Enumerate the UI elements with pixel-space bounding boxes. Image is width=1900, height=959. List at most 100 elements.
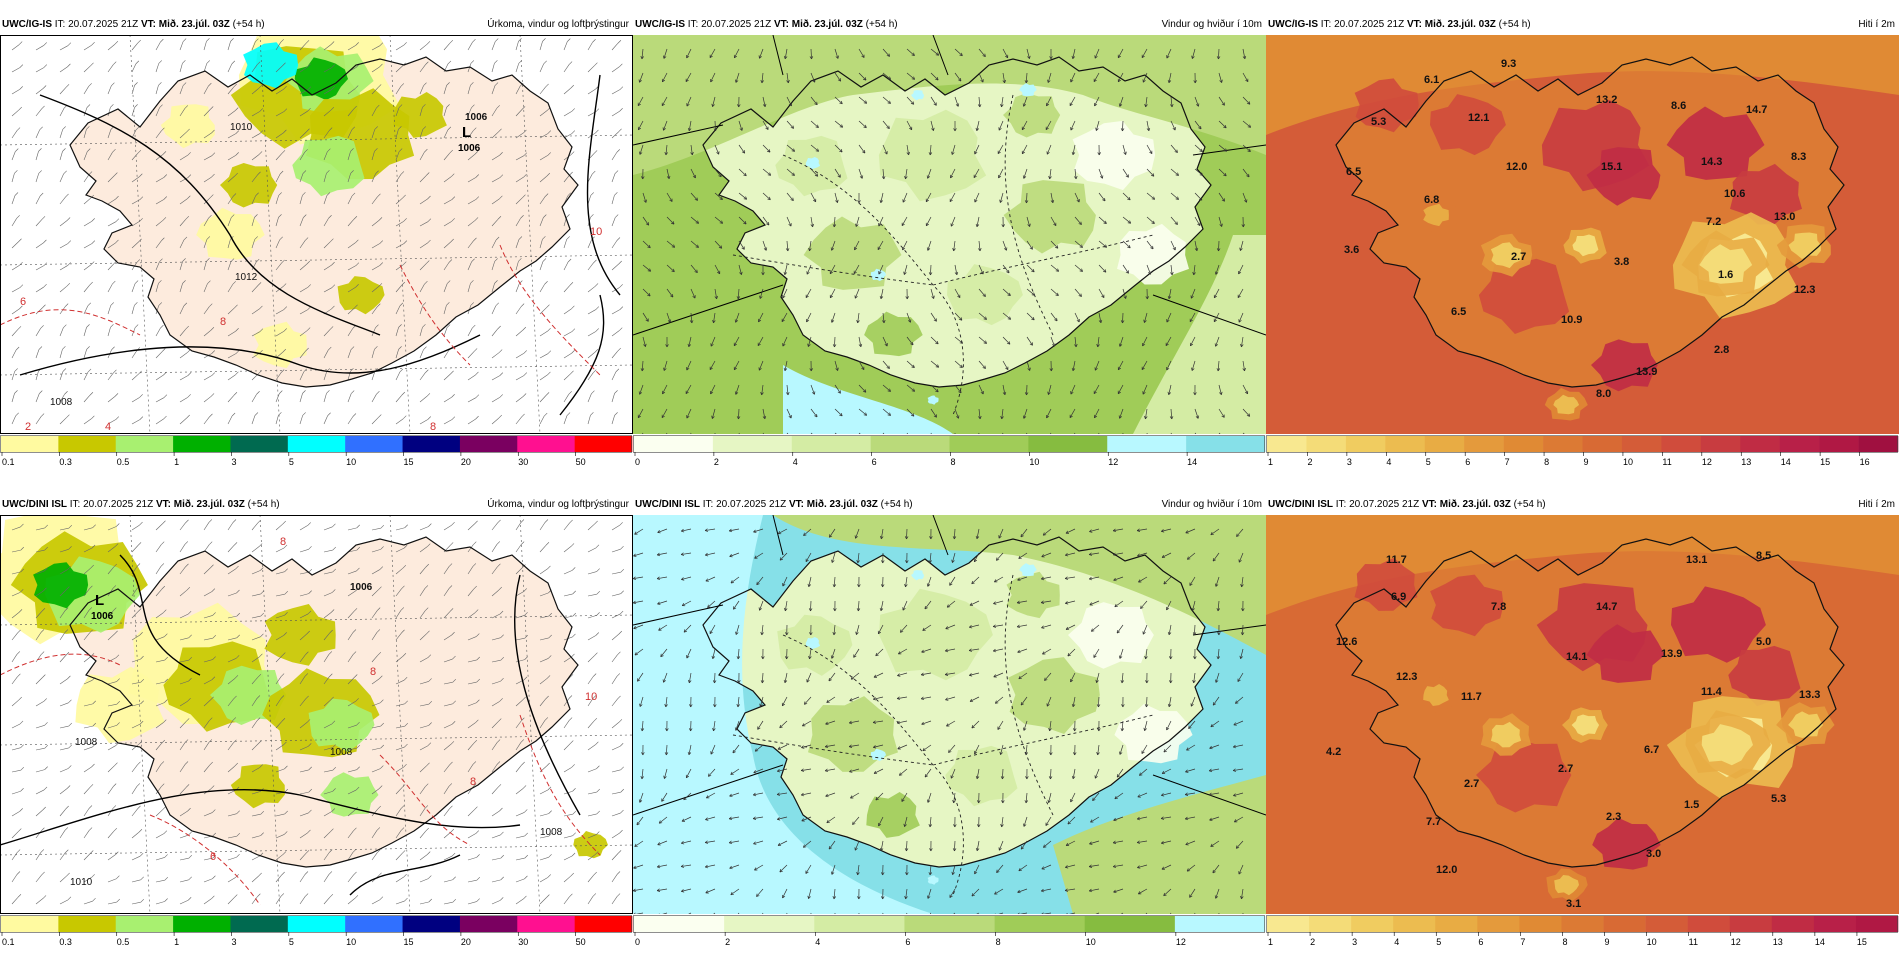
temperature-value: 14.7 — [1596, 601, 1617, 613]
temperature-value: 13.3 — [1799, 689, 1820, 701]
colorbar-swatch — [517, 436, 575, 452]
colorbar-tick-label: 20 — [461, 457, 471, 467]
temperature-value: 7.2 — [1706, 216, 1721, 228]
colorbar-tick-label: 6 — [1465, 457, 1470, 467]
temperature-value: 2.7 — [1558, 763, 1573, 775]
colorbar-tick-label: 50 — [576, 937, 586, 947]
lead-time: (+54 h) — [1499, 19, 1531, 30]
isotherm-label: 8 — [220, 316, 226, 328]
temperature-value: 12.0 — [1436, 864, 1457, 876]
colorbar-swatch — [1688, 916, 1730, 932]
colorbar-tick-label: 15 — [404, 457, 414, 467]
temperature-value: 5.0 — [1756, 636, 1771, 648]
init-time: IT: 20.07.2025 21Z — [55, 19, 138, 30]
colorbar-tick-label: 6 — [872, 457, 877, 467]
valid-time: VT: Mið. 23.júl. 03Z — [141, 19, 230, 30]
model-name: UWC/IG-IS — [635, 19, 685, 30]
colorbar-tick-label: 50 — [576, 457, 586, 467]
isobar-label: 1006 — [465, 112, 488, 123]
colorbar-swatch — [58, 436, 116, 452]
valid-time: VT: Mið. 23.júl. 03Z — [1422, 499, 1511, 510]
isotherm-label: 6 — [210, 851, 216, 863]
temperature-value: 8.0 — [1596, 388, 1611, 400]
colorbar-tick-label: 2 — [1310, 937, 1315, 947]
colorbar-swatch — [1393, 916, 1435, 932]
colorbar-tick-label: 13 — [1741, 457, 1751, 467]
colorbar-swatch — [345, 436, 403, 452]
colorbar-tick-label: 12 — [1176, 937, 1186, 947]
isotherm-label: 4 — [105, 421, 111, 433]
isotherm-label: 8 — [370, 666, 376, 678]
colorbar-tick-label: 0 — [635, 937, 640, 947]
colorbar-swatch — [871, 436, 950, 452]
low-pressure-letter: L — [95, 592, 104, 609]
isobar-label: 1008 — [330, 747, 353, 758]
colorbar-swatch — [230, 916, 288, 932]
temperature-value: 14.7 — [1746, 104, 1767, 116]
colorbar-tick-label: 3 — [231, 457, 236, 467]
colorbar-tick-label: 15 — [1857, 937, 1867, 947]
colorbar-swatch — [1385, 436, 1425, 452]
temperature-value: 3.0 — [1646, 848, 1661, 860]
colorbar-swatch — [1661, 436, 1701, 452]
colorbar-tick-label: 2 — [714, 457, 719, 467]
colorbar-tick-label: 5 — [289, 457, 294, 467]
colorbar-swatch — [288, 916, 346, 932]
panel-header: UWC/DINI ISL IT: 20.07.2025 21Z VT: Mið.… — [1266, 495, 1899, 515]
valid-time: VT: Mið. 23.júl. 03Z — [156, 499, 245, 510]
valid-time: VT: Mið. 23.júl. 03Z — [789, 499, 878, 510]
colorbar-swatch — [116, 436, 174, 452]
colorbar-tick-label: 0.3 — [59, 937, 72, 947]
colorbar-tick-label: 3 — [231, 937, 236, 947]
temperature-value: 8.3 — [1791, 151, 1806, 163]
colorbar-swatch — [1309, 916, 1351, 932]
colorbar-swatch — [403, 436, 461, 452]
model-name: UWC/IG-IS — [1268, 19, 1318, 30]
colorbar-tick-label: 0.3 — [59, 457, 72, 467]
colorbar-tick-label: 10 — [1623, 457, 1633, 467]
panel-title: Vindur og hviður í 10m — [1162, 495, 1262, 515]
isobar-label: 1006 — [350, 582, 373, 593]
panel-header: UWC/IG-IS IT: 20.07.2025 21Z VT: Mið. 23… — [633, 15, 1266, 35]
colorbar-tick-label: 10 — [1029, 457, 1039, 467]
colorbar-tick-label: 13 — [1773, 937, 1783, 947]
temperature-value: 6.5 — [1346, 166, 1361, 178]
colorbar-tick-label: 8 — [951, 457, 956, 467]
colorbar-swatch — [1583, 436, 1623, 452]
temperature-value: 3.6 — [1344, 244, 1359, 256]
temperature-value: 2.8 — [1714, 344, 1729, 356]
precip-panel-igis: UWC/IG-IS IT: 20.07.2025 21Z VT: Mið. 23… — [0, 15, 633, 479]
colorbar-tick-label: 0.1 — [2, 457, 15, 467]
colorbar-tick-label: 5 — [289, 937, 294, 947]
colorbar-swatch — [345, 916, 403, 932]
colorbar-tick-label: 30 — [518, 937, 528, 947]
wind-map[interactable] — [633, 35, 1266, 434]
colorbar-swatch — [288, 436, 346, 452]
colorbar-swatch — [1346, 436, 1386, 452]
wind-map[interactable] — [633, 515, 1266, 914]
colorbar-swatch — [950, 436, 1029, 452]
colorbar-swatch — [1740, 436, 1780, 452]
colorbar-swatch — [58, 916, 116, 932]
colorbar-swatch — [1819, 436, 1859, 452]
colorbar-tick-label: 2 — [725, 937, 730, 947]
lead-time: (+54 h) — [881, 499, 913, 510]
panel-header: UWC/IG-IS IT: 20.07.2025 21Z VT: Mið. 23… — [1266, 15, 1899, 35]
lead-time: (+54 h) — [866, 19, 898, 30]
temperature-value: 6.8 — [1424, 194, 1439, 206]
colorbar-tick-label: 0 — [635, 457, 640, 467]
panel-header: UWC/IG-IS IT: 20.07.2025 21Z VT: Mið. 23… — [0, 15, 633, 35]
colorbar-tick-label: 15 — [404, 937, 414, 947]
colorbar-swatch — [116, 916, 174, 932]
colorbar-swatch — [634, 916, 724, 932]
isotherm-label: 8 — [470, 776, 476, 788]
colorbar-tick-label: 5 — [1436, 937, 1441, 947]
colorbar-tick-label: 9 — [1605, 937, 1610, 947]
isotherm-label: 2 — [25, 421, 31, 433]
